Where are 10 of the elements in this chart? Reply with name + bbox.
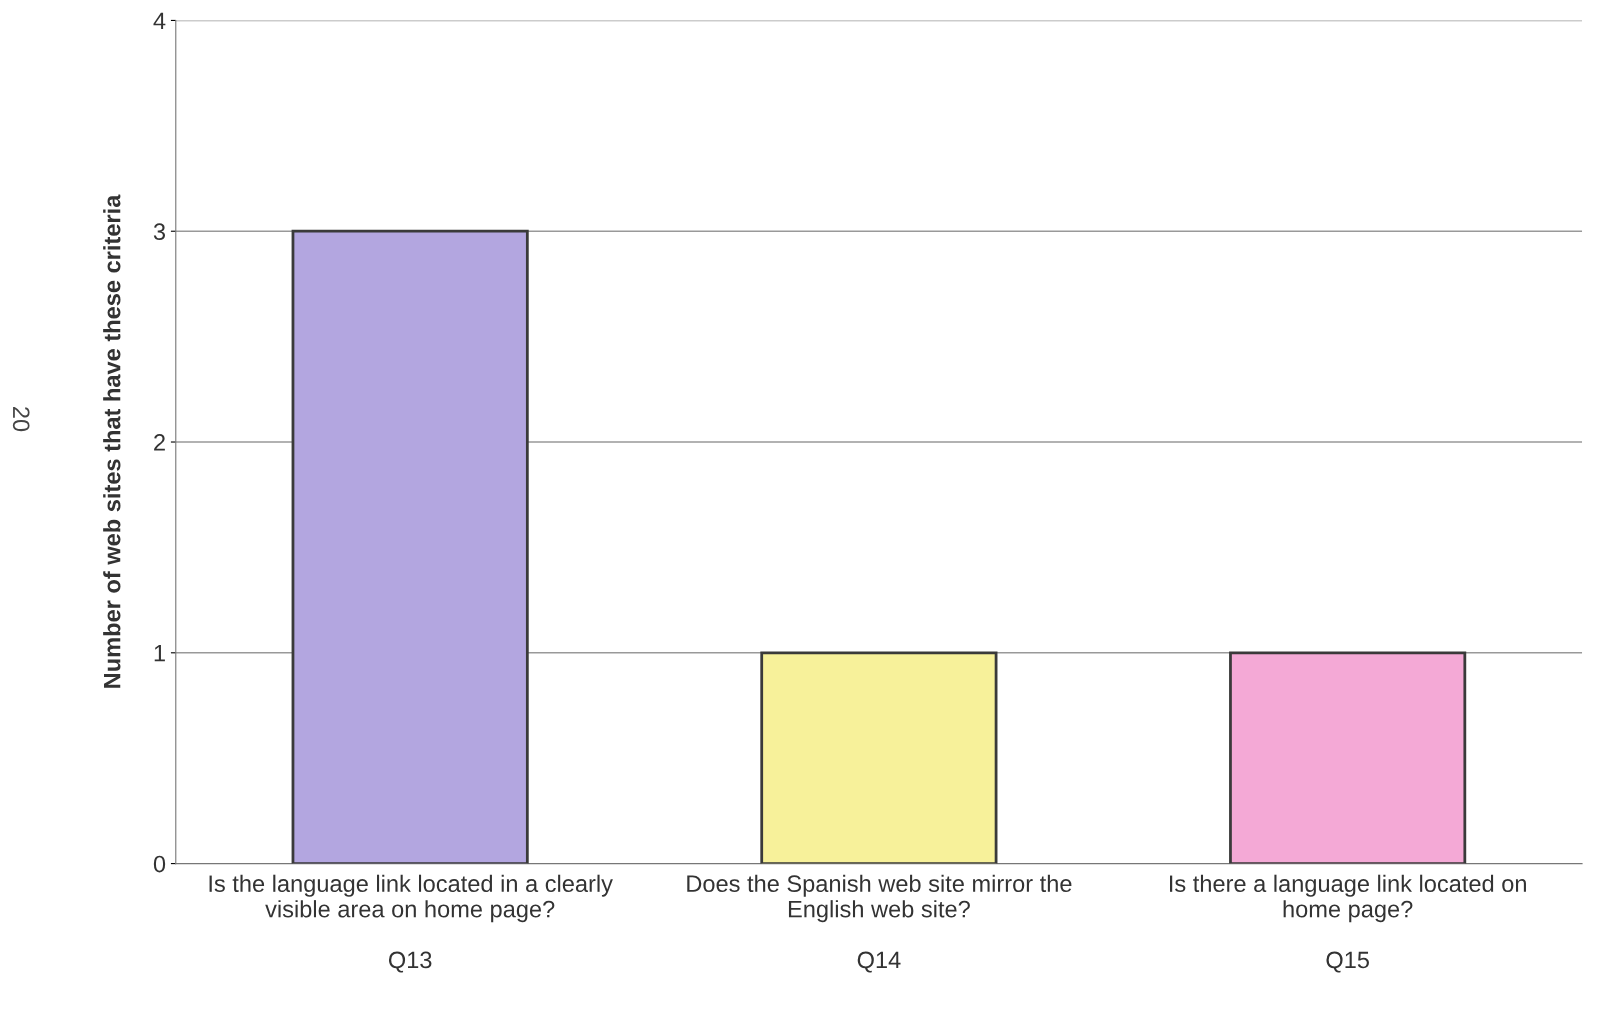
category-label: Is there a language link located on home page? Q15 bbox=[1170, 874, 1526, 973]
y-tick-label: 0 bbox=[153, 855, 166, 873]
y-tick-label: 4 bbox=[153, 12, 166, 29]
text: 20 bbox=[12, 407, 30, 432]
category-label: Does the Spanish web site mirror the English web site? Q14 bbox=[687, 874, 1072, 973]
category-label: Is the language link located in a clearly visible area on home page? Q13 bbox=[209, 874, 613, 973]
y-tick-label: 2 bbox=[154, 434, 165, 451]
y-tick-label: 3 bbox=[153, 223, 166, 241]
y-tick-label: 1 bbox=[154, 645, 165, 662]
y-axis-title: Number of web sites that have these criteria bbox=[103, 194, 121, 688]
